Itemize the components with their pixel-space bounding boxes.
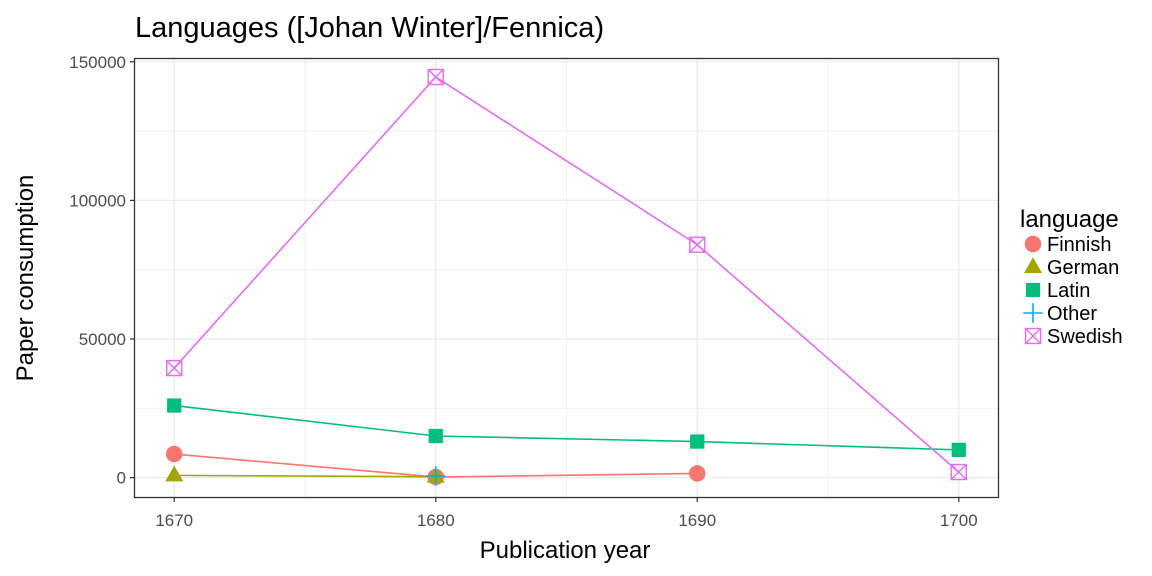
y-tick-label: 150000 (69, 53, 126, 72)
legend-key-other (1023, 303, 1043, 323)
x-tick-label: 1690 (678, 511, 716, 530)
data-point-latin (951, 442, 966, 457)
legend-label: Swedish (1047, 326, 1123, 348)
legend-item-latin: Latin (1025, 280, 1090, 302)
triangle-marker-shape (165, 465, 184, 482)
series-line-german (174, 474, 436, 478)
legend-key-finnish (1024, 235, 1042, 253)
data-point-latin (428, 428, 443, 444)
x-tick-label: 1670 (155, 511, 193, 530)
y-axis-title: Paper consumption (12, 175, 39, 382)
square-marker-shape (690, 434, 705, 449)
legend-label: Other (1047, 303, 1097, 325)
data-point-german (165, 465, 184, 482)
series-layer (165, 68, 967, 486)
series-line-latin (174, 404, 959, 451)
boxcross-marker-box (689, 236, 706, 253)
square-marker-shape (428, 428, 443, 444)
data-point-finnish (165, 445, 183, 463)
y-axis: 0 50000 100000 150000 (69, 53, 135, 488)
legend-item-finnish: Finnish (1024, 234, 1111, 256)
circle-marker-shape (165, 445, 183, 463)
legend-label: Finnish (1047, 234, 1111, 256)
y-tick-label: 0 (117, 469, 126, 488)
data-point-swedish (689, 236, 706, 253)
y-tick-label: 100000 (69, 191, 126, 210)
boxcross-marker-diag2 (1025, 328, 1041, 344)
boxcross-marker-box (1024, 327, 1042, 345)
legend-key-latin (1025, 282, 1041, 298)
square-marker-shape (167, 398, 182, 413)
legend-key-german (1024, 257, 1042, 273)
boxcross-marker-box (166, 359, 183, 377)
boxcross-marker-diag2 (950, 464, 967, 481)
data-point-swedish (166, 359, 183, 377)
circle-marker-shape (689, 465, 706, 482)
x-tick-label: 1680 (417, 511, 455, 530)
data-point-finnish (689, 465, 706, 482)
boxcross-marker-diag2 (427, 69, 444, 86)
legend-title: language (1020, 206, 1119, 233)
square-marker-shape (951, 442, 966, 457)
legend-key-swedish (1024, 327, 1042, 345)
legend-label: German (1047, 257, 1119, 279)
legend-item-swedish: Swedish (1024, 326, 1123, 348)
plot-panel (135, 59, 998, 497)
boxcross-marker-diag2 (689, 236, 706, 253)
data-point-swedish (427, 68, 444, 86)
data-point-latin (167, 398, 182, 413)
boxcross-marker-diag2 (166, 360, 183, 377)
boxcross-marker-box (950, 463, 967, 481)
data-point-swedish (950, 463, 967, 481)
y-tick-label: 50000 (79, 330, 126, 349)
circle-marker-shape (1024, 235, 1042, 253)
series-line-swedish (173, 75, 960, 473)
chart-title: Languages ([Johan Winter]/Fennica) (135, 12, 604, 44)
legend-item-other: Other (1023, 303, 1097, 325)
x-tick-label: 1700 (940, 511, 978, 530)
data-point-other (425, 466, 446, 486)
x-axis: 1670 1680 1690 1700 (155, 497, 978, 530)
legend-label: Latin (1047, 280, 1090, 302)
plot-border (133, 57, 1000, 499)
data-point-latin (690, 434, 705, 449)
legend-item-german: German (1024, 257, 1119, 279)
boxcross-marker-box (427, 68, 444, 86)
square-marker-shape (1025, 282, 1041, 298)
triangle-marker-shape (1024, 257, 1042, 273)
x-axis-title: Publication year (480, 537, 651, 564)
